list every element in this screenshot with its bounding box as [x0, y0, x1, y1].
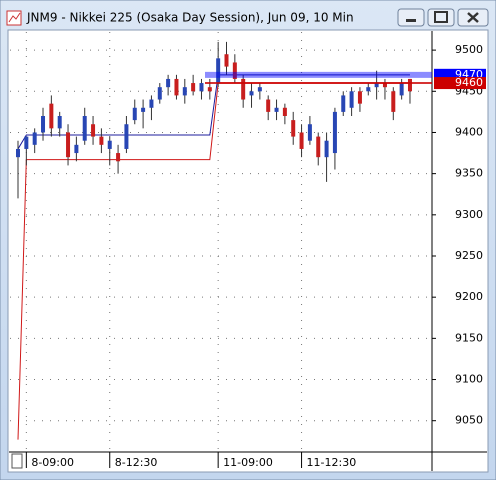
- candle-body: [216, 58, 221, 84]
- minimize-icon: [406, 19, 416, 22]
- candle-body: [399, 83, 404, 96]
- minimize-button[interactable]: [397, 8, 425, 27]
- close-icon: [467, 12, 479, 23]
- candle-body: [166, 78, 171, 88]
- candle-body: [82, 116, 87, 141]
- candle-body: [32, 132, 37, 145]
- y-tick-label: 9250: [455, 249, 483, 262]
- y-tick-label: 9100: [455, 373, 483, 386]
- candle-body: [382, 83, 387, 88]
- candle-body: [24, 136, 29, 149]
- candle-body: [307, 124, 312, 141]
- maximize-icon: [434, 11, 448, 23]
- candle-body: [299, 132, 304, 149]
- candle-body: [199, 83, 204, 92]
- candle-body: [257, 87, 262, 92]
- y-tick-label: 9050: [455, 414, 483, 427]
- candle-body: [124, 124, 129, 149]
- x-tick-label: 11-12:30: [307, 456, 357, 469]
- x-tick-label: 11-09:00: [223, 456, 273, 469]
- candle-body: [141, 107, 146, 112]
- window-title: JNM9 - Nikkei 225 (Osaka Day Session), J…: [26, 11, 354, 25]
- candle-body: [324, 140, 329, 158]
- y-tick-label: 9300: [455, 208, 483, 221]
- candle-body: [357, 91, 362, 104]
- y-tick-label: 9350: [455, 167, 483, 180]
- y-tick-label: 9200: [455, 290, 483, 303]
- candle-body: [149, 99, 154, 108]
- candle-body: [66, 132, 71, 158]
- candle-body: [232, 62, 237, 79]
- candle-body: [74, 144, 79, 154]
- candle-body: [316, 136, 321, 158]
- window-icon-graph: [8, 12, 21, 23]
- candle-body: [16, 148, 20, 158]
- candle-body: [349, 91, 354, 108]
- plot: 9050910091509200925093009350940094509500…: [10, 32, 483, 469]
- candle-body: [41, 116, 46, 133]
- candle-body: [99, 136, 104, 145]
- candle-body: [366, 87, 371, 92]
- candle-body: [157, 87, 162, 100]
- price-tag: [434, 77, 486, 90]
- candle-body: [182, 87, 187, 96]
- candle-body: [191, 83, 196, 92]
- candle-body: [207, 87, 212, 92]
- candle-body: [266, 99, 271, 112]
- candle-body: [282, 107, 287, 116]
- window-buttons[interactable]: [397, 8, 489, 27]
- window-icon: [6, 10, 22, 26]
- candle-body: [241, 78, 246, 100]
- candle-body: [174, 78, 179, 96]
- candle-body: [116, 153, 121, 162]
- price-tag-label: 9460: [455, 76, 483, 89]
- candle-body: [107, 140, 112, 149]
- candle-body: [332, 111, 337, 154]
- candle-body: [407, 78, 412, 92]
- candle-body: [291, 120, 296, 137]
- chart-panel: [7, 29, 489, 473]
- y-tick-label: 9400: [455, 125, 483, 138]
- y-tick-label: 9150: [455, 331, 483, 344]
- candle-body: [341, 95, 346, 112]
- candle-body: [374, 83, 379, 88]
- candle-body: [274, 107, 279, 112]
- candle-body: [132, 107, 137, 121]
- x-tick-label: 8-09:00: [31, 456, 74, 469]
- scroll-handle[interactable]: [11, 453, 23, 469]
- candle-body: [224, 54, 229, 67]
- candle-body: [57, 116, 62, 129]
- candle-body: [391, 91, 396, 112]
- x-tick-label: 8-12:30: [115, 456, 158, 469]
- candle-body: [249, 91, 254, 96]
- candle-body: [91, 124, 96, 137]
- y-tick-label: 9500: [455, 43, 483, 56]
- candle-body: [49, 103, 54, 129]
